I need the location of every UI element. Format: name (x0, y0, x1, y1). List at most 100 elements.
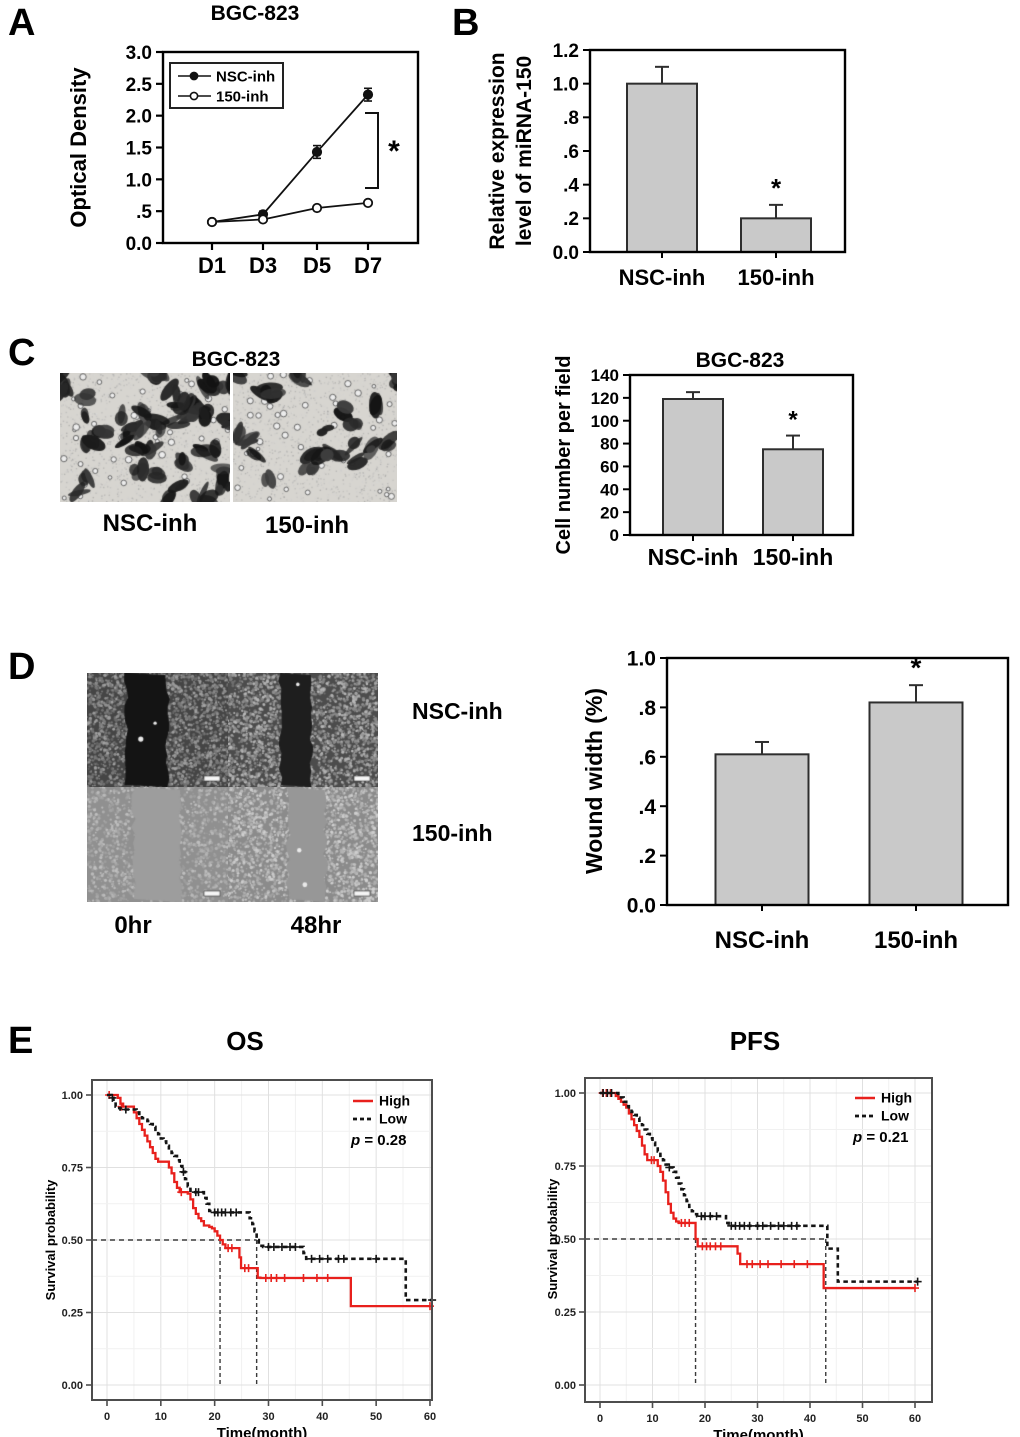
y-tick-label: 0.75 (555, 1161, 576, 1173)
y-tick-label: 1.2 (553, 41, 579, 62)
bar-NSC-inh (714, 753, 810, 906)
y-axis-title: Relative expression (486, 52, 509, 249)
bar-150-inh (762, 448, 824, 536)
category-label: NSC-inh (648, 544, 739, 570)
panel-c-label-nsc-inh: NSC-inh (102, 510, 198, 537)
km-curve-High (600, 1091, 915, 1290)
x-tick-label: 0 (104, 1411, 110, 1423)
data-point-150-inh (206, 216, 218, 228)
panel-c-letter: C (8, 332, 36, 374)
significance-asterisk: * (788, 407, 798, 434)
y-tick-label: 60 (600, 458, 619, 477)
y-tick-label: .4 (638, 796, 656, 819)
p-value-label: p = 0.28 (350, 1132, 406, 1149)
legend-label-high: High (881, 1090, 912, 1106)
category-label: 150-inh (753, 544, 834, 570)
x-tick-label: D1 (198, 253, 226, 278)
y-tick-label: 0.0 (126, 234, 152, 255)
panel-a-letter: A (8, 2, 36, 44)
x-tick-label: 20 (699, 1413, 711, 1425)
y-axis-title: Cell number per field (553, 356, 575, 555)
panel-a-growth-curve-chart: 0.0 .5 1.0 1.5 2.0 2.5 3.0 D1 D3 D5 D7 Optical Dens… (66, 43, 420, 278)
category-label: 150-inh (737, 265, 814, 290)
y-tick-label: .5 (136, 202, 152, 223)
y-tick-label: .8 (563, 108, 579, 129)
panel-e-pfs-title: PFS (729, 1026, 781, 1056)
x-axis-title: Time(month) (217, 1425, 308, 1437)
y-tick-label: 140 (591, 366, 619, 385)
significance-asterisk: * (771, 173, 782, 203)
panel-b-expression-bar-chart: 0.0 .2 .4 .6 .8 1.0 1.2 NSC-inh 150-inh * Relative… (486, 41, 847, 290)
y-tick-label: 120 (591, 389, 619, 408)
x-tick-label: 10 (155, 1411, 167, 1423)
data-point-NSC-inh (362, 89, 374, 100)
wound-image-150-inh-0hr (87, 787, 228, 902)
legend-label-low: Low (379, 1111, 407, 1127)
category-label: NSC-inh (619, 265, 706, 290)
x-tick-label: 40 (804, 1413, 816, 1425)
x-tick-label: 60 (424, 1411, 436, 1423)
x-tick-label: 60 (909, 1413, 921, 1425)
y-tick-label: 1.00 (555, 1088, 576, 1100)
legend-label-low: Low (881, 1108, 909, 1124)
y-tick-label: 1.5 (126, 139, 153, 160)
data-point-150-inh (362, 197, 374, 208)
legend-label: 150-inh (216, 89, 269, 106)
y-axis-title: Optical Density (66, 67, 91, 228)
y-tick-label: .2 (563, 209, 579, 230)
y-tick-label: 0.75 (62, 1163, 83, 1175)
chart-title: BGC-823 (696, 349, 785, 372)
y-tick-label: .6 (638, 746, 656, 769)
x-tick-label: 20 (209, 1411, 221, 1423)
x-tick-label: 50 (856, 1413, 868, 1425)
panel-e-pfs-km-plot: 0 10 20 30 40 50 60 0.00 0.25 0.50 0.75 1.00 Time(mo… (545, 1077, 933, 1437)
y-tick-label: 40 (600, 480, 619, 499)
y-tick-label: .2 (638, 845, 656, 868)
x-tick-label: 50 (370, 1411, 382, 1423)
significance-bracket (365, 112, 379, 189)
y-tick-label: 20 (600, 503, 619, 522)
y-tick-label: 3.0 (126, 43, 152, 64)
bar-NSC-inh (662, 398, 724, 536)
y-tick-label: 0.50 (62, 1235, 83, 1247)
panel-d-letter: D (8, 646, 36, 688)
y-axis-title: Survival probability (43, 1179, 58, 1300)
x-tick-label: 30 (262, 1411, 274, 1423)
bar-150-inh (868, 701, 964, 906)
km-curve-Low (600, 1091, 918, 1283)
data-point-150-inh (257, 214, 269, 225)
y-tick-label: 0.0 (627, 895, 656, 918)
y-tick-label: 0 (610, 526, 619, 545)
x-tick-label: 40 (316, 1411, 328, 1423)
y-axis-title: Survival probability (545, 1178, 560, 1299)
legend-label-high: High (379, 1093, 410, 1109)
data-point-NSC-inh (311, 146, 323, 158)
x-tick-label: 10 (646, 1413, 658, 1425)
category-label: NSC-inh (715, 927, 810, 954)
y-tick-label: 0.00 (555, 1380, 576, 1392)
y-tick-label: 1.0 (126, 170, 152, 191)
panel-e-os-km-plot: 0 10 20 30 40 50 60 0.00 0.25 0.50 0.75 1.00 Time(mo… (43, 1079, 437, 1437)
legend-box (169, 62, 284, 109)
transwell-image-nsc-inh (60, 373, 230, 502)
y-tick-label: 0.50 (555, 1234, 576, 1246)
y-tick-label: 0.0 (553, 243, 579, 264)
panel-b-letter: B (452, 2, 480, 44)
x-tick-label: 0 (597, 1413, 603, 1425)
series-line-150-inh (211, 201, 369, 223)
panel-d-time-label-48hr: 48hr (290, 912, 342, 939)
wound-image-nsc-inh-48hr (228, 673, 378, 787)
panel-d-row-label-nsc-inh: NSC-inh (412, 698, 503, 724)
y-axis-title: level of miRNA-150 (513, 56, 536, 246)
significance-asterisk: * (388, 135, 400, 168)
y-tick-label: .6 (563, 142, 579, 163)
panel-c-cellcount-bar-chart: BGC-823 0 20 40 60 80 100 120 140 NSC-inh 150-inh *… (553, 349, 855, 570)
y-axis-title: Wound width (%) (581, 688, 607, 874)
x-tick-label: D3 (249, 253, 277, 278)
panel-e-os-title: OS (226, 1026, 264, 1056)
y-tick-label: .4 (563, 176, 579, 197)
panel-c-images-title: BGC-823 (191, 348, 281, 371)
y-tick-label: 1.00 (62, 1090, 83, 1102)
y-tick-label: 0.00 (62, 1380, 83, 1392)
